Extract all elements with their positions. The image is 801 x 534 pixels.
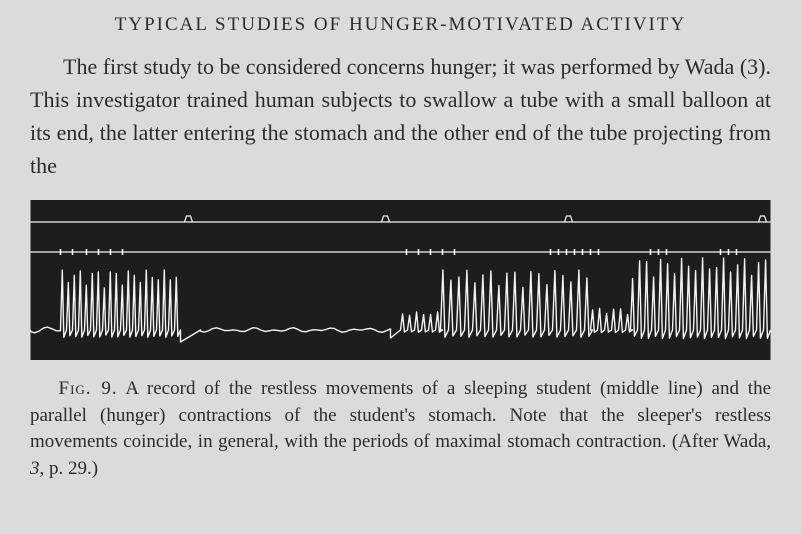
- caption-tail: , p. 29.): [40, 458, 99, 479]
- figure-label: Fig. 9.: [59, 378, 118, 399]
- waveform-svg: [30, 200, 771, 360]
- figure-caption: Fig. 9. A record of the restless movemen…: [30, 376, 771, 482]
- figure-chart: [30, 200, 771, 360]
- body-paragraph: The first study to be considered concern…: [30, 50, 771, 182]
- caption-ref: 3: [30, 458, 40, 479]
- caption-text: A record of the restless movements of a …: [30, 378, 771, 452]
- section-heading: TYPICAL STUDIES OF HUNGER-MOTIVATED ACTI…: [30, 14, 771, 36]
